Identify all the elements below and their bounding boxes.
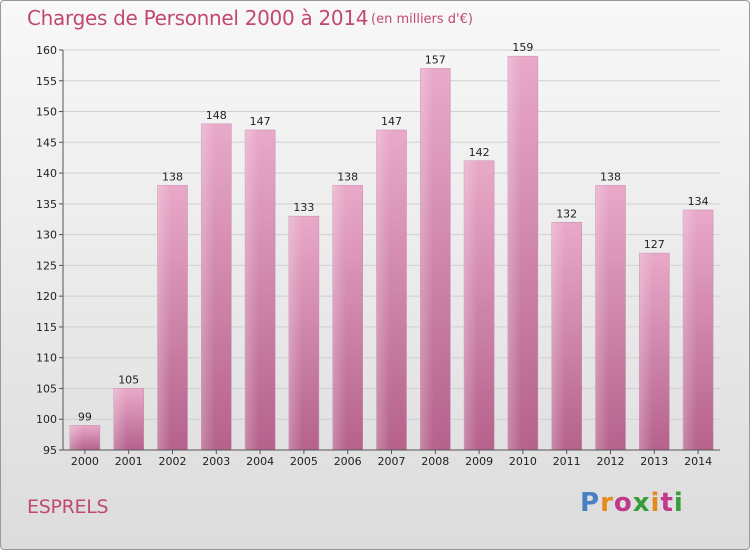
proxiti-logo[interactable]: Proxiti: [580, 488, 684, 518]
axes: [59, 49, 720, 454]
logo-letter: o: [613, 488, 633, 518]
x-tick-label-2007: 2007: [378, 455, 406, 468]
x-tick-label-2013: 2013: [640, 455, 668, 468]
y-tick-label: 110: [36, 352, 57, 365]
value-label-2008: 157: [425, 53, 446, 66]
value-label-2002: 138: [162, 170, 183, 183]
value-label-2012: 138: [600, 170, 621, 183]
bar-highlight: [420, 68, 434, 450]
x-tick-label-2001: 2001: [115, 455, 143, 468]
x-tick-label-2002: 2002: [159, 455, 187, 468]
y-tick-label: 155: [36, 75, 57, 88]
bar-highlight: [113, 388, 128, 450]
value-label-2011: 132: [556, 207, 577, 220]
value-label-2001: 105: [118, 373, 139, 386]
bar-highlight: [551, 222, 566, 450]
bar-highlight: [69, 425, 84, 450]
x-tick-label-2008: 2008: [421, 455, 449, 468]
y-tick-label: 105: [36, 382, 57, 395]
bar-highlight: [507, 56, 522, 451]
y-tick-label: 100: [36, 413, 57, 426]
bar-highlight: [245, 130, 259, 450]
x-tick-label-2009: 2009: [465, 455, 493, 468]
x-tick-label-2014: 2014: [684, 455, 712, 468]
x-tick-label-2012: 2012: [597, 455, 625, 468]
bar-highlight: [595, 185, 609, 450]
labels: 95 100 105 110 115 120 125 130 135 140 145 150 155 16…: [36, 41, 712, 468]
logo-letter: i: [673, 488, 684, 518]
bar-highlight: [157, 185, 171, 450]
x-tick-label-2000: 2000: [71, 455, 99, 468]
x-tick-label-2005: 2005: [290, 455, 318, 468]
bar-highlight: [332, 185, 347, 450]
bar-highlight: [201, 123, 215, 450]
y-tick-label: 150: [36, 106, 57, 119]
value-label-2003: 148: [206, 109, 227, 122]
y-tick-label: 120: [36, 290, 57, 303]
y-tick-label: 125: [36, 259, 57, 272]
value-label-2006: 138: [337, 170, 358, 183]
commune-name: ESPRELS: [27, 496, 109, 518]
bars: [69, 55, 714, 451]
x-tick-label-2006: 2006: [334, 455, 362, 468]
logo-letter: P: [580, 488, 601, 518]
y-tick-label: 115: [36, 321, 57, 334]
y-tick-label: 145: [36, 136, 57, 149]
chart-subtitle: (en milliers d'€): [371, 12, 473, 27]
value-label-2013: 127: [644, 238, 665, 251]
y-tick-label: 160: [36, 44, 57, 57]
logo-letter: t: [660, 488, 674, 518]
value-label-2004: 147: [250, 115, 271, 128]
y-tick-label: 140: [36, 167, 57, 180]
bar-highlight: [464, 160, 478, 450]
bar-highlight: [639, 253, 653, 450]
bar-highlight: [288, 216, 303, 450]
logo-letter: i: [650, 488, 661, 518]
logo-letter: r: [600, 488, 614, 518]
value-label-2000: 99: [78, 410, 92, 423]
value-label-2007: 147: [381, 115, 402, 128]
value-label-2009: 142: [469, 146, 490, 159]
logo-letter: x: [632, 488, 651, 518]
bar-highlight: [376, 130, 390, 450]
y-tick-label: 135: [36, 198, 57, 211]
value-label-2014: 134: [688, 195, 709, 208]
y-tick-label: 95: [43, 444, 57, 457]
value-label-2005: 133: [293, 201, 314, 214]
chart-title: Charges de Personnel 2000 à 2014: [27, 6, 369, 30]
y-tick-label: 130: [36, 229, 57, 242]
value-label-2010: 159: [512, 41, 533, 54]
x-tick-label-2010: 2010: [509, 455, 537, 468]
x-tick-label-2011: 2011: [553, 455, 581, 468]
x-tick-label-2004: 2004: [246, 455, 274, 468]
x-tick-label-2003: 2003: [202, 455, 230, 468]
bar-highlight: [683, 210, 697, 450]
